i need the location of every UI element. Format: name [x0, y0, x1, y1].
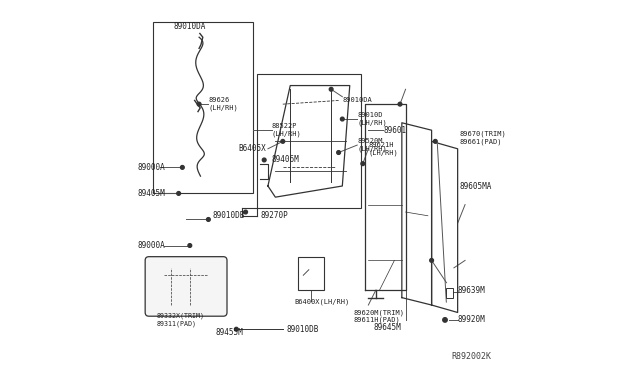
Text: B6400X(LH/RH): B6400X(LH/RH) — [294, 298, 349, 305]
Bar — [298, 257, 324, 290]
Text: R892002K: R892002K — [451, 352, 491, 361]
Text: 89332X(TRIM)
89311(PAD): 89332X(TRIM) 89311(PAD) — [156, 313, 204, 327]
Text: 89455M: 89455M — [216, 328, 244, 337]
Circle shape — [197, 102, 201, 106]
Text: 89406M: 89406M — [271, 155, 300, 164]
Circle shape — [177, 192, 180, 195]
Circle shape — [244, 210, 248, 214]
Text: B6405X: B6405X — [238, 144, 266, 153]
Text: 89010DA: 89010DA — [342, 97, 372, 103]
Circle shape — [188, 244, 191, 247]
Circle shape — [180, 166, 184, 169]
Circle shape — [361, 162, 365, 166]
Circle shape — [207, 218, 211, 221]
Text: 88522P
(LH/RH): 88522P (LH/RH) — [271, 124, 301, 137]
FancyBboxPatch shape — [145, 257, 227, 316]
Circle shape — [433, 140, 437, 143]
Text: 89010D
(LH/RH): 89010D (LH/RH) — [357, 112, 387, 126]
Circle shape — [262, 158, 266, 162]
Circle shape — [398, 102, 402, 106]
Text: 89639M: 89639M — [458, 286, 485, 295]
Text: 89601: 89601 — [383, 126, 406, 135]
Text: 89000A: 89000A — [138, 241, 166, 250]
Circle shape — [337, 151, 340, 154]
Text: 89670(TRIM)
89661(PAD): 89670(TRIM) 89661(PAD) — [460, 131, 506, 145]
Text: 89000A: 89000A — [138, 163, 166, 172]
Circle shape — [234, 327, 238, 331]
Text: 89645M: 89645M — [373, 323, 401, 332]
Text: 89405M: 89405M — [138, 189, 166, 198]
Text: 89920M: 89920M — [458, 315, 485, 324]
Text: 89010DB: 89010DB — [212, 211, 244, 220]
Text: 89620M(TRIM)
89611H(PAD): 89620M(TRIM) 89611H(PAD) — [353, 309, 404, 323]
Text: 89520M
(LH/RH): 89520M (LH/RH) — [357, 138, 387, 152]
Text: 89621H
(LH/RH): 89621H (LH/RH) — [369, 142, 398, 155]
Circle shape — [340, 117, 344, 121]
Bar — [257, 74, 361, 208]
Bar — [152, 22, 253, 193]
Text: 89010DA: 89010DA — [173, 22, 206, 31]
Bar — [447, 288, 453, 298]
Text: 89270P: 89270P — [260, 211, 288, 220]
Text: 89010DB: 89010DB — [287, 325, 319, 334]
Circle shape — [443, 318, 447, 322]
Circle shape — [281, 140, 285, 143]
Text: 89605MA: 89605MA — [460, 182, 492, 190]
Text: 89626
(LH/RH): 89626 (LH/RH) — [209, 97, 238, 111]
Circle shape — [330, 87, 333, 91]
Circle shape — [429, 259, 433, 262]
